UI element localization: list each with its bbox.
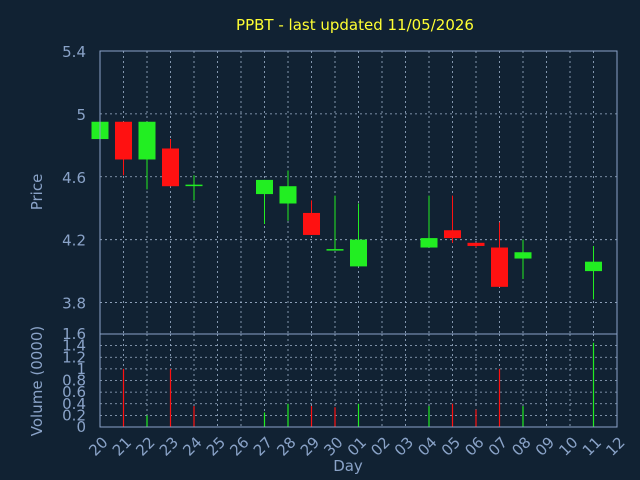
x-tick-label: 27 [250,433,276,459]
volume-tick-label: 0 [76,418,86,436]
volume-tick-label: 0.2 [62,406,86,424]
candle-body-down [491,247,508,287]
volume-tick-label: 1.2 [62,348,86,366]
x-tick-label: 07 [485,433,511,459]
x-tick-label: 20 [85,433,111,459]
x-tick-label: 09 [532,433,558,459]
x-tick-label: 23 [156,433,182,459]
x-tick-label: 11 [579,433,605,459]
candle-body-up [138,121,156,160]
price-tick-label: 4.2 [62,232,86,250]
price-tick-label: 5 [76,106,86,124]
x-axis-label: Day [333,457,363,475]
x-tick-label: 06 [461,433,487,459]
volume-tick-label: 0.6 [62,383,86,401]
candle-body-up [420,238,438,248]
volume-tick-label: 1.4 [62,337,86,355]
candle-body-down [467,242,485,246]
x-tick-label: 12 [602,433,628,459]
candle-body-up [279,186,297,204]
volume-tick-label: 1 [76,360,86,378]
x-tick-label: 24 [179,433,205,459]
candle-body-down [162,148,179,187]
x-tick-label: 29 [297,433,323,459]
volume-tick-label: 1.6 [62,325,86,343]
volume-tick-label: 0.4 [62,395,86,413]
candle-body-up [350,239,367,267]
x-tick-label: 01 [344,433,370,459]
x-tick-label: 26 [226,433,252,459]
candle-body-up [326,249,344,251]
volume-axis-label: Volume (0000) [28,326,46,436]
candle-body-up [514,252,532,259]
x-tick-label: 04 [414,433,440,459]
volume-panel: 00.20.40.60.811.21.41.6 [62,325,618,436]
candle-body-down [115,121,132,160]
price-tick-label: 5.4 [62,43,86,61]
x-axis-ticks: 2021222324252627282930010203040506070809… [85,433,628,459]
candle-body-down [303,212,320,235]
price-tick-label: 4.6 [62,169,86,187]
price-axis-label: Price [28,174,46,211]
candle-body-up [185,184,203,187]
x-tick-label: 08 [508,433,534,459]
price-panel: 3.8 4.2 4.6 5 5.4 [62,43,618,335]
x-tick-label: 28 [273,433,299,459]
chart-title: PPBT - last updated 11/05/2026 [236,16,474,34]
x-tick-label: 03 [391,433,417,459]
x-tick-label: 10 [555,433,581,459]
x-tick-label: 02 [367,433,393,459]
x-tick-label: 30 [320,433,346,459]
x-tick-label: 25 [203,433,229,459]
volume-tick-label: 0.8 [62,372,86,390]
x-tick-label: 22 [132,433,158,459]
volume-plot-border [99,333,618,428]
candle-body-up [585,261,602,272]
candle-body-up [256,179,273,195]
x-tick-label: 21 [109,433,135,459]
x-tick-label: 05 [438,433,464,459]
candle-body-down [444,230,461,239]
price-tick-label: 3.8 [62,295,86,313]
